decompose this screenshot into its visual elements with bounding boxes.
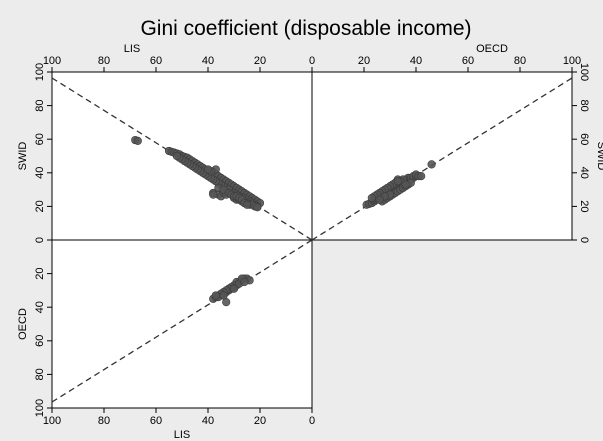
data-point-lis-swid xyxy=(242,200,252,209)
tick-label-top-lis: 100 xyxy=(43,55,61,67)
data-point-oecd-swid xyxy=(401,180,410,189)
tick-label-bottom-lis: 100 xyxy=(43,415,61,427)
tick-label-left-oecd: 40 xyxy=(34,301,46,313)
tick-label-top-oecd: 60 xyxy=(462,55,474,67)
data-point-lis-swid xyxy=(253,203,262,212)
tick-label-left-oecd: 80 xyxy=(34,368,46,380)
tick-label-left-oecd: 100 xyxy=(34,399,46,417)
data-point-lis-oecd xyxy=(240,277,249,287)
tick-label-bottom-lis: 20 xyxy=(254,415,266,427)
data-point-oecd-swid xyxy=(367,193,376,203)
tick-label-left-swid: 100 xyxy=(34,63,46,81)
tick-label-right-swid: 0 xyxy=(578,237,590,243)
tick-label-bottom-lis: 60 xyxy=(150,415,162,427)
tick-label-top-lis: 0 xyxy=(309,55,315,67)
tick-label-top-lis: 80 xyxy=(98,55,110,67)
tick-label-right-swid: 60 xyxy=(578,133,590,145)
data-point-lis-swid xyxy=(133,136,142,145)
tick-label-right-swid: 40 xyxy=(578,167,590,179)
tick-label-left-swid: 20 xyxy=(34,200,46,212)
data-point-lis-swid xyxy=(203,165,213,174)
tick-label-left-oecd: 20 xyxy=(34,267,46,279)
data-point-oecd-swid xyxy=(417,172,426,181)
tick-label-bottom-lis: 0 xyxy=(309,415,315,427)
data-point-lis-swid xyxy=(209,190,218,199)
tick-label-left-swid: 40 xyxy=(34,167,46,179)
tick-label-right-swid: 20 xyxy=(578,200,590,212)
data-point-lis-oecd xyxy=(219,291,228,300)
axis-label-left-oecd: OECD xyxy=(17,308,29,340)
tick-label-right-swid: 100 xyxy=(578,63,590,81)
tick-label-top-oecd: 100 xyxy=(563,55,581,67)
tick-label-left-swid: 80 xyxy=(34,99,46,111)
chart-title: Gini coefficient (disposable income) xyxy=(140,17,471,40)
tick-label-bottom-lis: 40 xyxy=(202,415,214,427)
axis-label-bottom-lis: LIS xyxy=(174,429,191,441)
reference-line-oecd-swid xyxy=(311,77,573,241)
axis-label-top-oecd: OECD xyxy=(476,43,508,55)
tick-label-top-lis: 40 xyxy=(202,55,214,67)
tick-label-top-oecd: 20 xyxy=(358,55,370,67)
axis-label-top-lis: LIS xyxy=(124,43,141,55)
data-point-oecd-swid xyxy=(393,177,402,186)
data-point-lis-oecd xyxy=(211,291,220,300)
tick-label-left-swid: 0 xyxy=(34,237,46,243)
data-point-oecd-swid xyxy=(375,195,384,204)
axis-label-right-swid: SWID xyxy=(595,142,603,171)
tick-label-left-oecd: 60 xyxy=(34,335,46,347)
tick-label-top-oecd: 40 xyxy=(410,55,422,67)
tick-label-right-swid: 80 xyxy=(578,99,590,111)
reference-line-lis-oecd xyxy=(51,239,313,403)
tick-label-left-swid: 60 xyxy=(34,133,46,145)
tick-label-top-lis: 20 xyxy=(254,55,266,67)
panel-bottom-left-background xyxy=(52,240,312,408)
tick-label-top-oecd: 80 xyxy=(514,55,526,67)
data-point-lis-oecd xyxy=(229,284,239,293)
axis-label-left-swid: SWID xyxy=(17,142,29,171)
data-point-lis-swid xyxy=(172,151,181,161)
tick-label-top-lis: 60 xyxy=(150,55,162,67)
tick-label-bottom-lis: 80 xyxy=(98,415,110,427)
data-point-oecd-swid xyxy=(427,160,436,169)
